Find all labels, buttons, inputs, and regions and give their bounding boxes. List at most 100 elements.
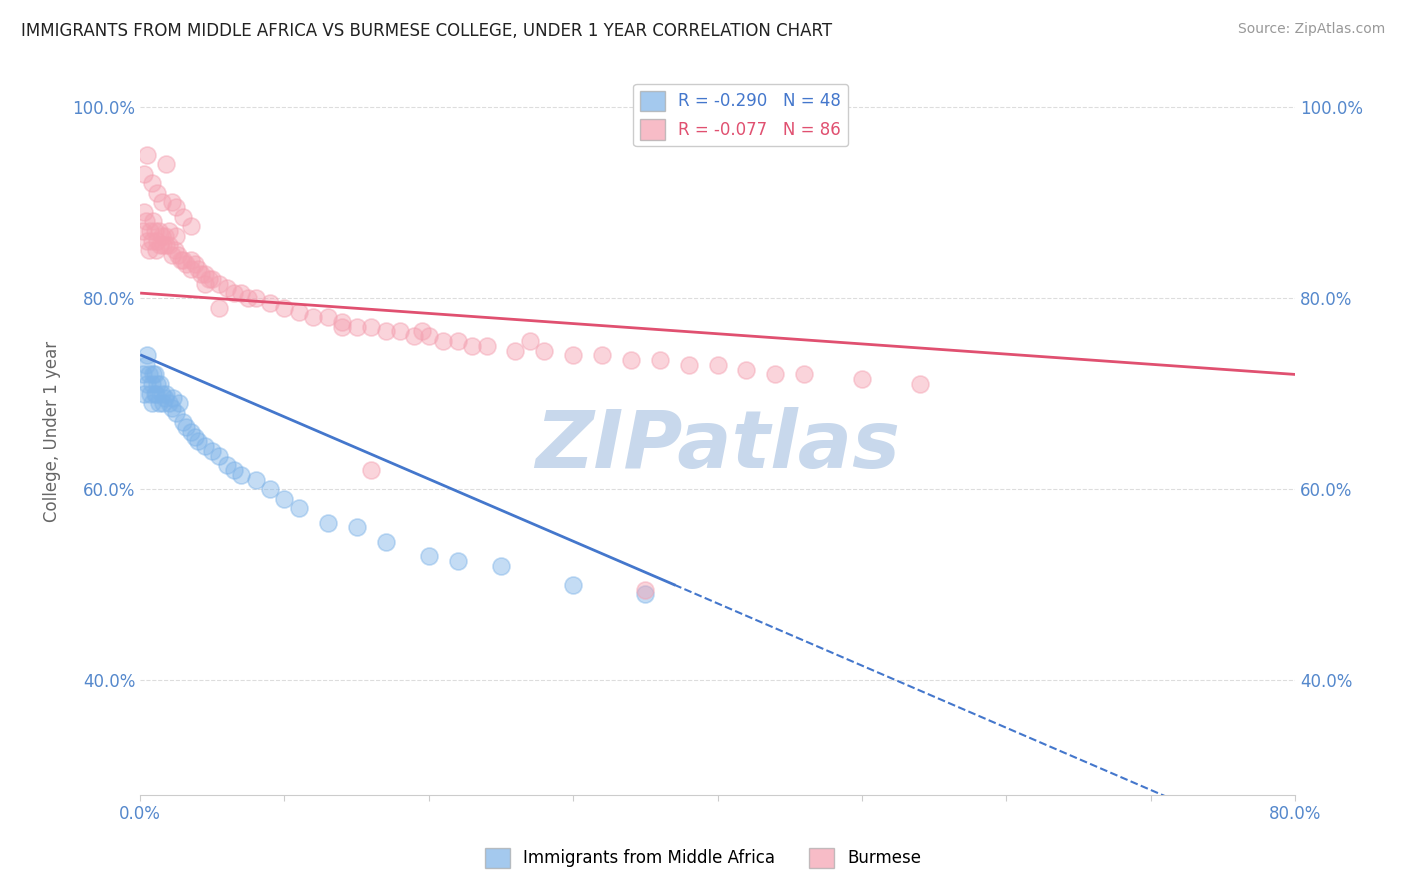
Point bbox=[157, 396, 180, 410]
Point bbox=[165, 200, 187, 214]
Point bbox=[505, 343, 527, 358]
Point bbox=[591, 348, 613, 362]
Point bbox=[141, 376, 163, 391]
Point bbox=[135, 214, 157, 228]
Point bbox=[162, 392, 184, 406]
Point bbox=[194, 277, 217, 291]
Point bbox=[678, 358, 700, 372]
Point bbox=[180, 219, 202, 234]
Point bbox=[163, 243, 186, 257]
Point bbox=[418, 549, 440, 563]
Point bbox=[201, 272, 224, 286]
Point bbox=[208, 301, 231, 315]
Point bbox=[180, 252, 202, 267]
Point bbox=[172, 210, 194, 224]
Point bbox=[231, 286, 253, 301]
Point bbox=[418, 329, 440, 343]
Point bbox=[215, 281, 238, 295]
Point bbox=[150, 386, 173, 401]
Point bbox=[134, 386, 156, 401]
Point bbox=[155, 238, 177, 252]
Point bbox=[139, 386, 162, 401]
Point bbox=[184, 429, 207, 443]
Point bbox=[346, 319, 368, 334]
Point bbox=[562, 578, 585, 592]
Point bbox=[141, 396, 163, 410]
Point bbox=[330, 315, 353, 329]
Point bbox=[180, 425, 202, 439]
Point bbox=[143, 386, 166, 401]
Point bbox=[132, 368, 155, 382]
Point bbox=[519, 334, 541, 348]
Point bbox=[634, 587, 657, 601]
Point bbox=[273, 301, 295, 315]
Point bbox=[735, 362, 758, 376]
Text: ZIPatlas: ZIPatlas bbox=[536, 408, 900, 485]
Point bbox=[620, 353, 643, 368]
Point bbox=[648, 353, 671, 368]
Point bbox=[150, 195, 173, 210]
Point bbox=[316, 310, 339, 324]
Point bbox=[187, 434, 209, 449]
Point bbox=[149, 376, 172, 391]
Point bbox=[360, 463, 382, 477]
Point bbox=[634, 582, 657, 597]
Y-axis label: College, Under 1 year: College, Under 1 year bbox=[44, 342, 60, 523]
Point bbox=[187, 262, 209, 277]
Point bbox=[215, 458, 238, 473]
Point bbox=[172, 252, 194, 267]
Point bbox=[155, 386, 177, 401]
Point bbox=[172, 415, 194, 429]
Point bbox=[157, 238, 180, 252]
Point bbox=[346, 520, 368, 534]
Point bbox=[851, 372, 873, 386]
Point bbox=[194, 267, 217, 281]
Point bbox=[153, 228, 176, 243]
Point bbox=[533, 343, 555, 358]
Point bbox=[706, 358, 728, 372]
Point bbox=[157, 224, 180, 238]
Point bbox=[132, 224, 155, 238]
Point bbox=[160, 195, 183, 210]
Point bbox=[134, 205, 156, 219]
Point bbox=[141, 234, 163, 248]
Point bbox=[166, 248, 188, 262]
Point bbox=[374, 534, 396, 549]
Point bbox=[793, 368, 815, 382]
Point bbox=[138, 243, 160, 257]
Point bbox=[316, 516, 339, 530]
Point bbox=[288, 501, 311, 516]
Point bbox=[184, 258, 207, 272]
Point bbox=[238, 291, 260, 305]
Point bbox=[155, 157, 177, 171]
Point bbox=[145, 243, 167, 257]
Point bbox=[134, 167, 156, 181]
Point bbox=[146, 376, 169, 391]
Point bbox=[180, 262, 202, 277]
Point bbox=[145, 386, 167, 401]
Point bbox=[194, 439, 217, 453]
Point bbox=[152, 238, 174, 252]
Point bbox=[231, 467, 253, 482]
Point bbox=[165, 228, 187, 243]
Point bbox=[259, 295, 281, 310]
Point bbox=[174, 258, 197, 272]
Point bbox=[149, 238, 172, 252]
Point bbox=[143, 368, 166, 382]
Point bbox=[245, 473, 267, 487]
Point bbox=[174, 420, 197, 434]
Point bbox=[288, 305, 311, 319]
Point bbox=[142, 214, 165, 228]
Point bbox=[302, 310, 325, 324]
Legend: R = -0.290   N = 48, R = -0.077   N = 86: R = -0.290 N = 48, R = -0.077 N = 86 bbox=[633, 84, 848, 146]
Legend: Immigrants from Middle Africa, Burmese: Immigrants from Middle Africa, Burmese bbox=[478, 841, 928, 875]
Point bbox=[169, 252, 191, 267]
Point bbox=[142, 368, 165, 382]
Point bbox=[411, 325, 433, 339]
Point bbox=[475, 339, 498, 353]
Point bbox=[167, 396, 190, 410]
Point bbox=[388, 325, 411, 339]
Point bbox=[763, 368, 786, 382]
Point bbox=[152, 396, 174, 410]
Point bbox=[432, 334, 454, 348]
